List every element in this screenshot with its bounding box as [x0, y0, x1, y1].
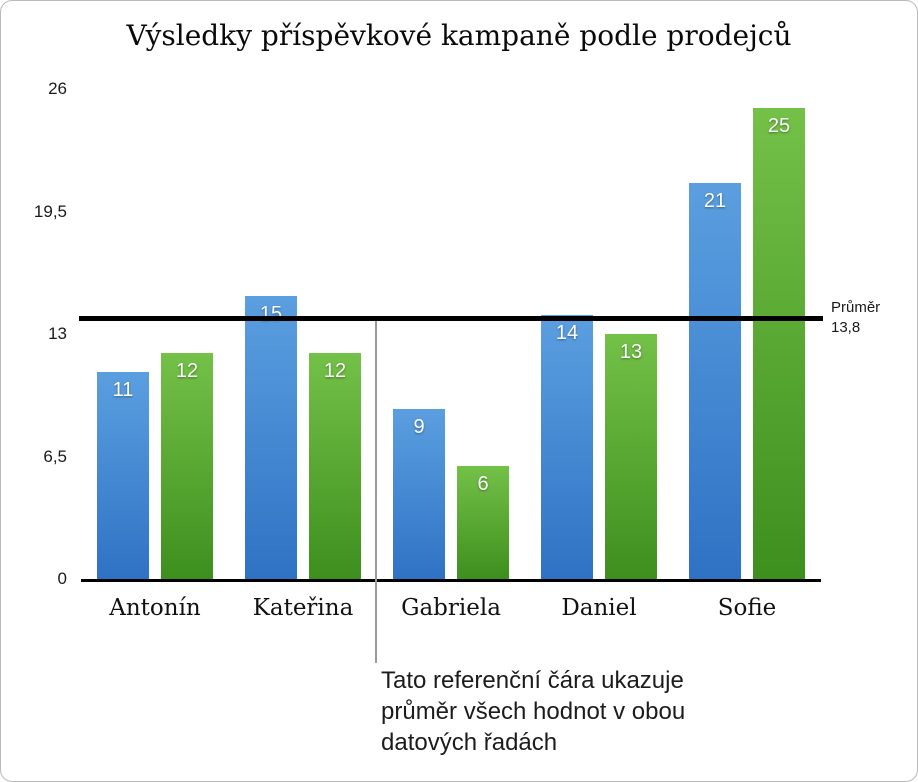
callout-caption-line2: průměr všech hodnot v obou [381, 698, 686, 725]
bar-value-label: 15 [259, 303, 283, 326]
x-category-label: Sofie [717, 595, 777, 621]
bar-value-label: 14 [555, 322, 579, 345]
x-category-label: Daniel [561, 595, 637, 621]
green-series-bar-antonín: 12 [161, 352, 213, 579]
y-tick-label: 6,5 [43, 446, 67, 466]
y-tick-label: 19,5 [33, 201, 67, 221]
x-category-label: Kateřina [252, 595, 354, 621]
bar-value-label: 21 [703, 190, 727, 213]
blue-series-bar-antonín: 11 [97, 371, 149, 579]
blue-series-bar-kateřina: 15 [245, 296, 297, 579]
blue-series-bar-gabriela: 9 [393, 409, 445, 579]
plot-area: 11 12 15 12 9 6 14 13 21 25 [79, 89, 823, 582]
reference-line-label-value: 13,8 [831, 319, 861, 336]
bar-value-label: 13 [619, 341, 643, 363]
y-tick-label: 13 [48, 324, 67, 343]
bar-groups: 11 12 15 12 9 6 14 13 21 25 [81, 89, 821, 579]
y-tick-label: 26 [48, 79, 67, 98]
x-category-label: Gabriela [401, 595, 501, 621]
bar-value-label: 6 [477, 472, 489, 495]
bar-value-label: 12 [175, 359, 199, 382]
blue-series-bar-daniel: 14 [541, 315, 593, 579]
x-axis-labels: Antonín Kateřina Gabriela Daniel Sofie [81, 595, 821, 621]
y-tick-label: 0 [57, 569, 67, 588]
green-series-bar-gabriela: 6 [457, 465, 509, 579]
bar-value-label: 12 [323, 359, 347, 382]
bar-value-label: 25 [767, 114, 791, 137]
callout-caption-line1: Tato referenční čára ukazuje [381, 667, 684, 694]
bar-group-sofie: 21 25 [673, 89, 821, 579]
bar-group-antonín: 11 12 [81, 89, 229, 579]
callout-caption-line3: datových řadách [381, 729, 558, 756]
reference-line-label: Průměr 13,8 [831, 298, 880, 338]
chart-title: Výsledky příspěvkové kampaně podle prode… [126, 19, 792, 52]
green-series-bar-daniel: 13 [605, 334, 657, 579]
reference-line-label-text: Průměr [831, 299, 881, 316]
y-axis: 0 6,5 13 19,5 26 [1, 79, 71, 588]
green-series-bar-sofie: 25 [753, 107, 805, 579]
bar-group-daniel: 14 13 [525, 89, 673, 579]
callout-connector-line [375, 321, 377, 663]
callout-caption: Tato referenční čára ukazuje průměr všec… [381, 665, 685, 758]
green-series-bar-kateřina: 12 [309, 352, 361, 579]
x-category-label: Antonín [109, 595, 201, 621]
reference-line [79, 316, 823, 322]
bar-value-label: 11 [112, 378, 134, 401]
bar-value-label: 9 [413, 416, 425, 439]
bar-group-kateřina: 15 12 [229, 89, 377, 579]
blue-series-bar-sofie: 21 [689, 183, 741, 579]
